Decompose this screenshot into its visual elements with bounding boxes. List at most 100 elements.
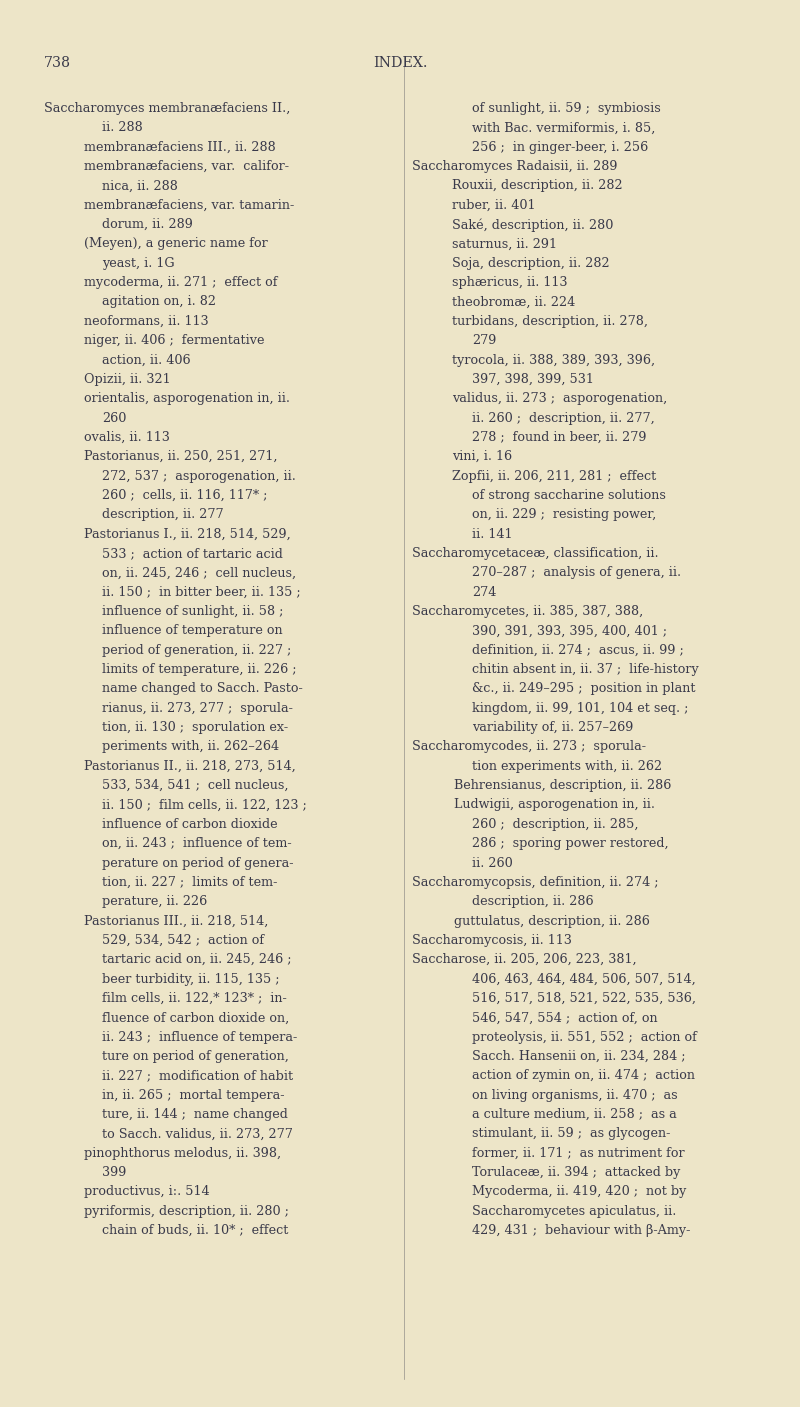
Text: 533 ;  action of tartaric acid: 533 ; action of tartaric acid [102, 547, 283, 560]
Text: pinophthorus melodus, ii. 398,: pinophthorus melodus, ii. 398, [84, 1147, 281, 1159]
Text: film cells, ii. 122,* 123* ;  in-: film cells, ii. 122,* 123* ; in- [102, 992, 287, 1005]
Text: influence of carbon dioxide: influence of carbon dioxide [102, 817, 278, 830]
Text: kingdom, ii. 99, 101, 104 et seq. ;: kingdom, ii. 99, 101, 104 et seq. ; [472, 702, 688, 715]
Text: 546, 547, 554 ;  action of, on: 546, 547, 554 ; action of, on [472, 1012, 658, 1024]
Text: orientalis, asporogenation in, ii.: orientalis, asporogenation in, ii. [84, 393, 290, 405]
Text: 738: 738 [44, 56, 71, 70]
Text: tartaric acid on, ii. 245, 246 ;: tartaric acid on, ii. 245, 246 ; [102, 954, 292, 967]
Text: 260 ;  description, ii. 285,: 260 ; description, ii. 285, [472, 817, 638, 830]
Text: Mycoderma, ii. 419, 420 ;  not by: Mycoderma, ii. 419, 420 ; not by [472, 1186, 686, 1199]
Text: agitation on, i. 82: agitation on, i. 82 [102, 295, 216, 308]
Text: rianus, ii. 273, 277 ;  sporula-: rianus, ii. 273, 277 ; sporula- [102, 702, 294, 715]
Text: Saccharomycetes, ii. 385, 387, 388,: Saccharomycetes, ii. 385, 387, 388, [412, 605, 643, 618]
Text: Saccharomycosis, ii. 113: Saccharomycosis, ii. 113 [412, 934, 572, 947]
Text: 274: 274 [472, 585, 496, 598]
Text: on, ii. 243 ;  influence of tem-: on, ii. 243 ; influence of tem- [102, 837, 292, 850]
Text: 279: 279 [472, 335, 496, 348]
Text: 529, 534, 542 ;  action of: 529, 534, 542 ; action of [102, 934, 265, 947]
Text: Ludwigii, asporogenation in, ii.: Ludwigii, asporogenation in, ii. [454, 799, 655, 812]
Text: productivus, i:. 514: productivus, i:. 514 [84, 1186, 210, 1199]
Text: ii. 141: ii. 141 [472, 528, 513, 540]
Text: mycoderma, ii. 271 ;  effect of: mycoderma, ii. 271 ; effect of [84, 276, 278, 288]
Text: tyrocola, ii. 388, 389, 393, 396,: tyrocola, ii. 388, 389, 393, 396, [452, 353, 655, 366]
Text: ovalis, ii. 113: ovalis, ii. 113 [84, 431, 170, 443]
Text: period of generation, ii. 227 ;: period of generation, ii. 227 ; [102, 644, 292, 657]
Text: saturnus, ii. 291: saturnus, ii. 291 [452, 238, 557, 250]
Text: 260: 260 [102, 412, 126, 425]
Text: turbidans, description, ii. 278,: turbidans, description, ii. 278, [452, 315, 648, 328]
Text: Saccharomycetaceæ, classification, ii.: Saccharomycetaceæ, classification, ii. [412, 547, 658, 560]
Text: Pastorianus, ii. 250, 251, 271,: Pastorianus, ii. 250, 251, 271, [84, 450, 278, 463]
Text: 270–287 ;  analysis of genera, ii.: 270–287 ; analysis of genera, ii. [472, 567, 681, 580]
Text: Saccharose, ii. 205, 206, 223, 381,: Saccharose, ii. 205, 206, 223, 381, [412, 954, 637, 967]
Text: action of zymin on, ii. 474 ;  action: action of zymin on, ii. 474 ; action [472, 1069, 695, 1082]
Text: chitin absent in, ii. 37 ;  life-history: chitin absent in, ii. 37 ; life-history [472, 663, 698, 675]
Text: nica, ii. 288: nica, ii. 288 [102, 180, 178, 193]
Text: on, ii. 229 ;  resisting power,: on, ii. 229 ; resisting power, [472, 508, 656, 521]
Text: fluence of carbon dioxide on,: fluence of carbon dioxide on, [102, 1012, 290, 1024]
Text: Soja, description, ii. 282: Soja, description, ii. 282 [452, 257, 610, 270]
Text: limits of temperature, ii. 226 ;: limits of temperature, ii. 226 ; [102, 663, 297, 675]
Text: proteolysis, ii. 551, 552 ;  action of: proteolysis, ii. 551, 552 ; action of [472, 1031, 697, 1044]
Text: chain of buds, ii. 10* ;  effect: chain of buds, ii. 10* ; effect [102, 1224, 289, 1237]
Text: pyriformis, description, ii. 280 ;: pyriformis, description, ii. 280 ; [84, 1204, 289, 1217]
Text: Saké, description, ii. 280: Saké, description, ii. 280 [452, 218, 614, 232]
Text: ture, ii. 144 ;  name changed: ture, ii. 144 ; name changed [102, 1109, 288, 1121]
Text: membranæfaciens, var.  califor-: membranæfaciens, var. califor- [84, 160, 289, 173]
Text: sphæricus, ii. 113: sphæricus, ii. 113 [452, 276, 567, 288]
Text: beer turbidity, ii. 115, 135 ;: beer turbidity, ii. 115, 135 ; [102, 972, 280, 985]
Text: membranæfaciens, var. tamarin-: membranæfaciens, var. tamarin- [84, 198, 294, 211]
Text: Saccharomycodes, ii. 273 ;  sporula-: Saccharomycodes, ii. 273 ; sporula- [412, 740, 646, 753]
Text: perature, ii. 226: perature, ii. 226 [102, 895, 208, 908]
Text: ii. 260 ;  description, ii. 277,: ii. 260 ; description, ii. 277, [472, 412, 654, 425]
Text: Sacch. Hansenii on, ii. 234, 284 ;: Sacch. Hansenii on, ii. 234, 284 ; [472, 1050, 686, 1062]
Text: Saccharomyces Radaisii, ii. 289: Saccharomyces Radaisii, ii. 289 [412, 160, 618, 173]
Text: 533, 534, 541 ;  cell nucleus,: 533, 534, 541 ; cell nucleus, [102, 779, 289, 792]
Text: 278 ;  found in beer, ii. 279: 278 ; found in beer, ii. 279 [472, 431, 646, 443]
Text: stimulant, ii. 59 ;  as glycogen-: stimulant, ii. 59 ; as glycogen- [472, 1127, 670, 1140]
Text: 286 ;  sporing power restored,: 286 ; sporing power restored, [472, 837, 669, 850]
Text: with Bac. vermiformis, i. 85,: with Bac. vermiformis, i. 85, [472, 121, 655, 134]
Text: Pastorianus III., ii. 218, 514,: Pastorianus III., ii. 218, 514, [84, 915, 268, 927]
Text: of strong saccharine solutions: of strong saccharine solutions [472, 490, 666, 502]
Text: of sunlight, ii. 59 ;  symbiosis: of sunlight, ii. 59 ; symbiosis [472, 103, 661, 115]
Text: ii. 150 ;  in bitter beer, ii. 135 ;: ii. 150 ; in bitter beer, ii. 135 ; [102, 585, 301, 598]
Text: former, ii. 171 ;  as nutriment for: former, ii. 171 ; as nutriment for [472, 1147, 685, 1159]
Text: 272, 537 ;  asporogenation, ii.: 272, 537 ; asporogenation, ii. [102, 470, 296, 483]
Text: Saccharomycetes apiculatus, ii.: Saccharomycetes apiculatus, ii. [472, 1204, 676, 1217]
Text: guttulatus, description, ii. 286: guttulatus, description, ii. 286 [454, 915, 650, 927]
Text: 429, 431 ;  behaviour with β-Amy-: 429, 431 ; behaviour with β-Amy- [472, 1224, 690, 1237]
Text: yeast, i. 1G: yeast, i. 1G [102, 257, 175, 270]
Text: variability of, ii. 257–269: variability of, ii. 257–269 [472, 722, 634, 734]
Text: 516, 517, 518, 521, 522, 535, 536,: 516, 517, 518, 521, 522, 535, 536, [472, 992, 696, 1005]
Text: Opizii, ii. 321: Opizii, ii. 321 [84, 373, 170, 386]
Text: validus, ii. 273 ;  asporogenation,: validus, ii. 273 ; asporogenation, [452, 393, 667, 405]
Text: a culture medium, ii. 258 ;  as a: a culture medium, ii. 258 ; as a [472, 1109, 677, 1121]
Text: 399: 399 [102, 1166, 126, 1179]
Text: name changed to Sacch. Pasto-: name changed to Sacch. Pasto- [102, 682, 303, 695]
Text: 390, 391, 393, 395, 400, 401 ;: 390, 391, 393, 395, 400, 401 ; [472, 625, 667, 637]
Text: (Meyen), a generic name for: (Meyen), a generic name for [84, 238, 268, 250]
Text: description, ii. 286: description, ii. 286 [472, 895, 594, 908]
Text: ture on period of generation,: ture on period of generation, [102, 1050, 290, 1062]
Text: 397, 398, 399, 531: 397, 398, 399, 531 [472, 373, 594, 386]
Text: Rouxii, description, ii. 282: Rouxii, description, ii. 282 [452, 180, 622, 193]
Text: 256 ;  in ginger-beer, i. 256: 256 ; in ginger-beer, i. 256 [472, 141, 648, 153]
Text: ii. 243 ;  influence of tempera-: ii. 243 ; influence of tempera- [102, 1031, 298, 1044]
Text: Torulaceæ, ii. 394 ;  attacked by: Torulaceæ, ii. 394 ; attacked by [472, 1166, 680, 1179]
Text: neoformans, ii. 113: neoformans, ii. 113 [84, 315, 209, 328]
Text: description, ii. 277: description, ii. 277 [102, 508, 224, 521]
Text: tion, ii. 227 ;  limits of tem-: tion, ii. 227 ; limits of tem- [102, 877, 278, 889]
Text: Pastorianus II., ii. 218, 273, 514,: Pastorianus II., ii. 218, 273, 514, [84, 760, 296, 772]
Text: ii. 150 ;  film cells, ii. 122, 123 ;: ii. 150 ; film cells, ii. 122, 123 ; [102, 799, 307, 812]
Text: definition, ii. 274 ;  ascus, ii. 99 ;: definition, ii. 274 ; ascus, ii. 99 ; [472, 644, 684, 657]
Text: tion experiments with, ii. 262: tion experiments with, ii. 262 [472, 760, 662, 772]
Text: dorum, ii. 289: dorum, ii. 289 [102, 218, 194, 231]
Text: on, ii. 245, 246 ;  cell nucleus,: on, ii. 245, 246 ; cell nucleus, [102, 567, 297, 580]
Text: to Sacch. validus, ii. 273, 277: to Sacch. validus, ii. 273, 277 [102, 1127, 294, 1140]
Text: tion, ii. 130 ;  sporulation ex-: tion, ii. 130 ; sporulation ex- [102, 722, 289, 734]
Text: membranæfaciens III., ii. 288: membranæfaciens III., ii. 288 [84, 141, 276, 153]
Text: periments with, ii. 262–264: periments with, ii. 262–264 [102, 740, 279, 753]
Text: ii. 227 ;  modification of habit: ii. 227 ; modification of habit [102, 1069, 294, 1082]
Text: Zopfii, ii. 206, 211, 281 ;  effect: Zopfii, ii. 206, 211, 281 ; effect [452, 470, 656, 483]
